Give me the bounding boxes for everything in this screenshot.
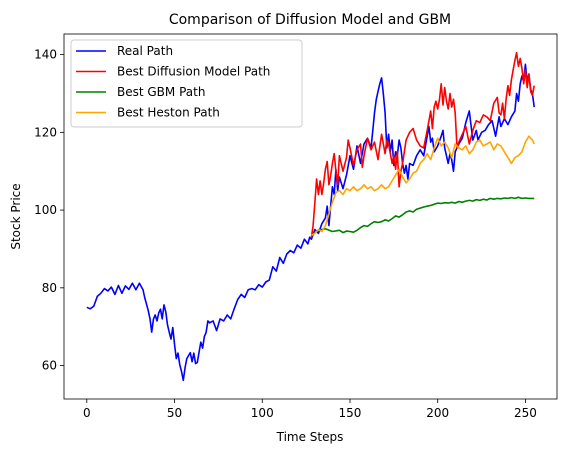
legend-box: [70, 39, 303, 128]
legend-label-2: Best Diffusion Model Path: [117, 65, 270, 79]
chart-title: Comparison of Diffusion Model and GBM: [169, 12, 451, 28]
series-line-4: [311, 135, 535, 237]
x-tick-label: 200: [426, 406, 449, 420]
x-tick-label: 0: [83, 406, 91, 420]
x-axis-label: Time Steps: [276, 430, 344, 444]
legend-label-4: Best Heston Path: [117, 106, 220, 120]
plot-frame: [63, 33, 558, 400]
legend-label-1: Real Path: [117, 44, 173, 58]
x-tick-label: 150: [339, 406, 362, 420]
y-tick-label: 100: [34, 203, 57, 217]
legend: Real Path Best Diffusion Model Path Best G…: [70, 39, 303, 128]
legend-label-3: Best GBM Path: [117, 85, 205, 99]
x-tick-label: 50: [167, 406, 182, 420]
x-tick-label: 250: [514, 406, 537, 420]
series-line-1: [86, 63, 535, 382]
y-tick-label: 140: [34, 48, 57, 62]
series-line-3: [310, 196, 535, 237]
series-layer: [86, 51, 535, 382]
series-line-2: [310, 51, 535, 238]
x-tick-label: 100: [251, 406, 274, 420]
y-tick-label: 60: [42, 359, 57, 373]
y-tick-label: 120: [34, 125, 57, 139]
y-tick-label: 80: [42, 281, 57, 295]
axes-layer: 0 50 100 150 200 250 60 80 100 120 140: [34, 33, 558, 420]
y-axis-label: Stock Price: [9, 183, 23, 249]
